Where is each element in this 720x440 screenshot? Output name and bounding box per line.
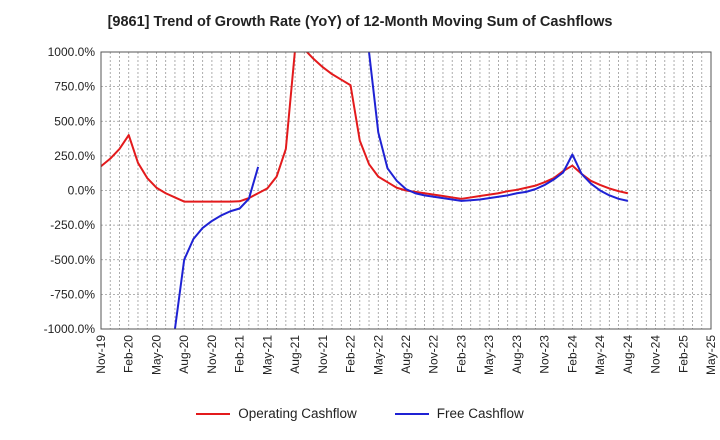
x-tick-label: Nov-24 [649,335,663,374]
series-line-operating-cashflow [101,52,629,203]
x-tick-label: Feb-22 [344,335,358,373]
x-tick-label: Nov-22 [427,335,441,374]
x-tick-label: Feb-25 [676,335,690,373]
legend-item-free-cashflow: Free Cashflow [394,406,524,421]
x-tick-label: Aug-24 [621,335,635,374]
x-tick-label: Feb-23 [454,335,468,373]
x-tick-label: May-25 [704,335,718,375]
x-tick-label: Feb-24 [565,335,579,373]
x-tick-label: Nov-20 [205,335,219,374]
x-tick-label: Nov-19 [94,335,108,374]
y-tick-label: -1000.0% [44,322,96,336]
y-tick-label: -250.0% [50,218,95,232]
x-tick-label: Aug-22 [399,335,413,374]
x-tick-label: Feb-21 [233,335,247,373]
y-tick-label: 1000.0% [48,45,96,59]
legend-label-free-cashflow: Free Cashflow [436,406,524,421]
legend-label-operating-cashflow: Operating Cashflow [238,406,357,421]
plot-border [100,51,712,330]
x-tick-label: Nov-21 [316,335,330,374]
legend-swatch-free-cashflow [394,412,429,415]
chart-title: [9861] Trend of Growth Rate (YoY) of 12-… [107,14,613,30]
x-tick-label: May-21 [260,335,274,375]
y-tick-label: -750.0% [50,287,95,301]
x-tick-label: May-23 [482,335,496,375]
x-tick-label: May-24 [593,335,607,375]
legend-swatch-operating-cashflow [196,412,231,415]
legend-item-operating-cashflow: Operating Cashflow [196,406,357,421]
x-tick-label: May-20 [149,335,163,375]
x-tick-label: Feb-20 [122,335,136,373]
series-layer [101,52,629,329]
x-tick-label: May-22 [371,335,385,375]
x-axis-ticks: Nov-19 Feb-20 May-20 Aug-20 Nov-20 Feb-21 May-… [94,335,718,375]
x-tick-label: Nov-23 [538,335,552,374]
x-tick-label: Aug-23 [510,335,524,374]
y-tick-label: 500.0% [54,114,95,128]
y-tick-label: -500.0% [50,253,95,267]
series-line-free-cashflow [368,52,629,202]
y-tick-label: 0.0% [68,184,96,198]
y-tick-label: 250.0% [54,149,95,163]
x-tick-label: Aug-21 [288,335,302,374]
y-axis-ticks: 1000.0% 750.0% 500.0% 250.0% 0.0% -250.0% -500… [44,45,96,336]
chart-legend: Operating Cashflow Free Cashflow [0,406,720,421]
series-line-free-cashflow [173,166,260,329]
x-tick-label: Aug-20 [177,335,191,374]
y-tick-label: 750.0% [54,80,95,94]
